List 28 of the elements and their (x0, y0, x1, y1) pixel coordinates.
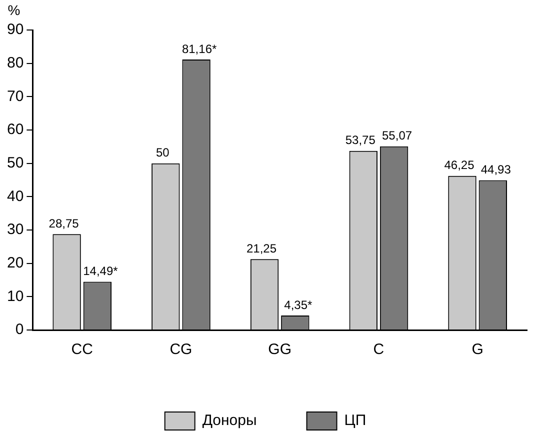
data-label: 44,93 (480, 162, 512, 177)
y-tick-label: 0 (15, 321, 24, 338)
x-tick-label: CG (170, 341, 192, 358)
y-tick-label: 50 (6, 154, 24, 172)
data-label: 50 (156, 146, 170, 160)
data-label: 46,25 (444, 158, 475, 172)
y-axis-title: % (8, 2, 20, 18)
x-tick-label: G (472, 341, 484, 358)
data-label: 81,16* (182, 42, 217, 56)
data-label: 4,35* (284, 298, 313, 312)
data-label: 28,75 (48, 216, 80, 230)
legend-label: Доноры (202, 412, 257, 430)
x-tick-label: CC (71, 341, 94, 358)
x-tick-label: GG (268, 341, 292, 358)
y-tick-label: 10 (6, 288, 24, 305)
data-label: 55,07 (382, 128, 412, 143)
y-tick-label: 60 (6, 121, 24, 138)
data-label: 14,49* (83, 264, 118, 278)
y-tick-label: 70 (6, 88, 24, 105)
legend-label: ЦП (344, 412, 366, 430)
data-label: 21,25 (246, 241, 277, 256)
y-tick-label: 30 (6, 221, 24, 238)
y-tick-label: 80 (6, 54, 24, 72)
y-tick-label: 40 (6, 188, 24, 205)
y-tick-label: 90 (6, 21, 24, 38)
data-label: 53,75 (345, 133, 376, 148)
x-tick-label: C (373, 341, 384, 358)
y-tick-label: 20 (6, 254, 24, 272)
